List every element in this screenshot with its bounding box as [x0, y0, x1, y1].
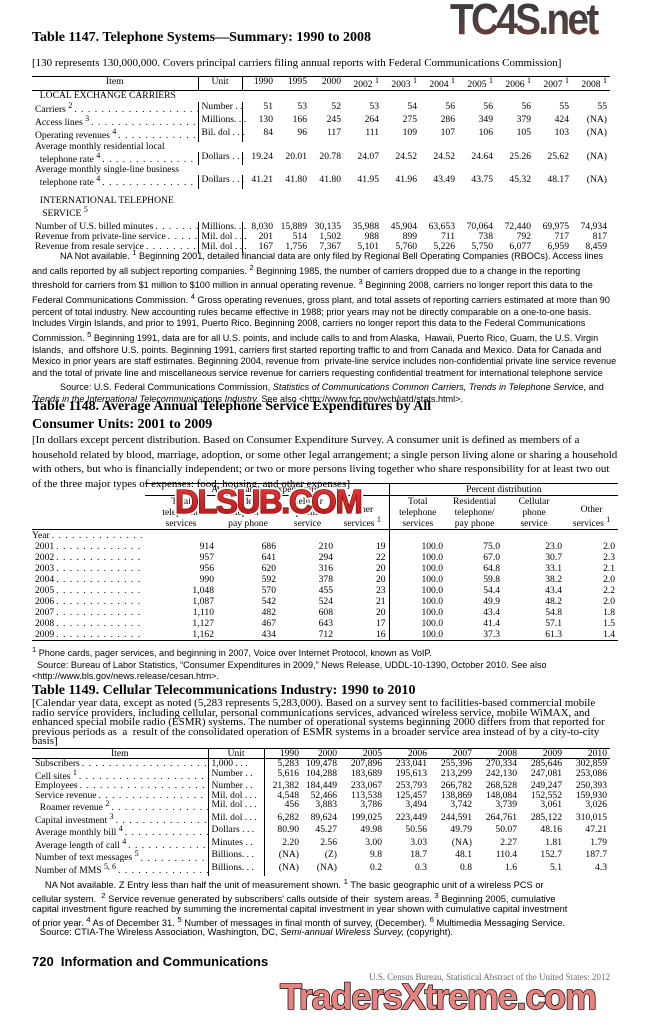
- svg-text:TC4S.net: TC4S.net: [450, 0, 599, 44]
- svg-text:TradersXtreme.com: TradersXtreme.com: [280, 976, 596, 1017]
- svg-text:DLSUB.COM: DLSUB.COM: [175, 483, 361, 520]
